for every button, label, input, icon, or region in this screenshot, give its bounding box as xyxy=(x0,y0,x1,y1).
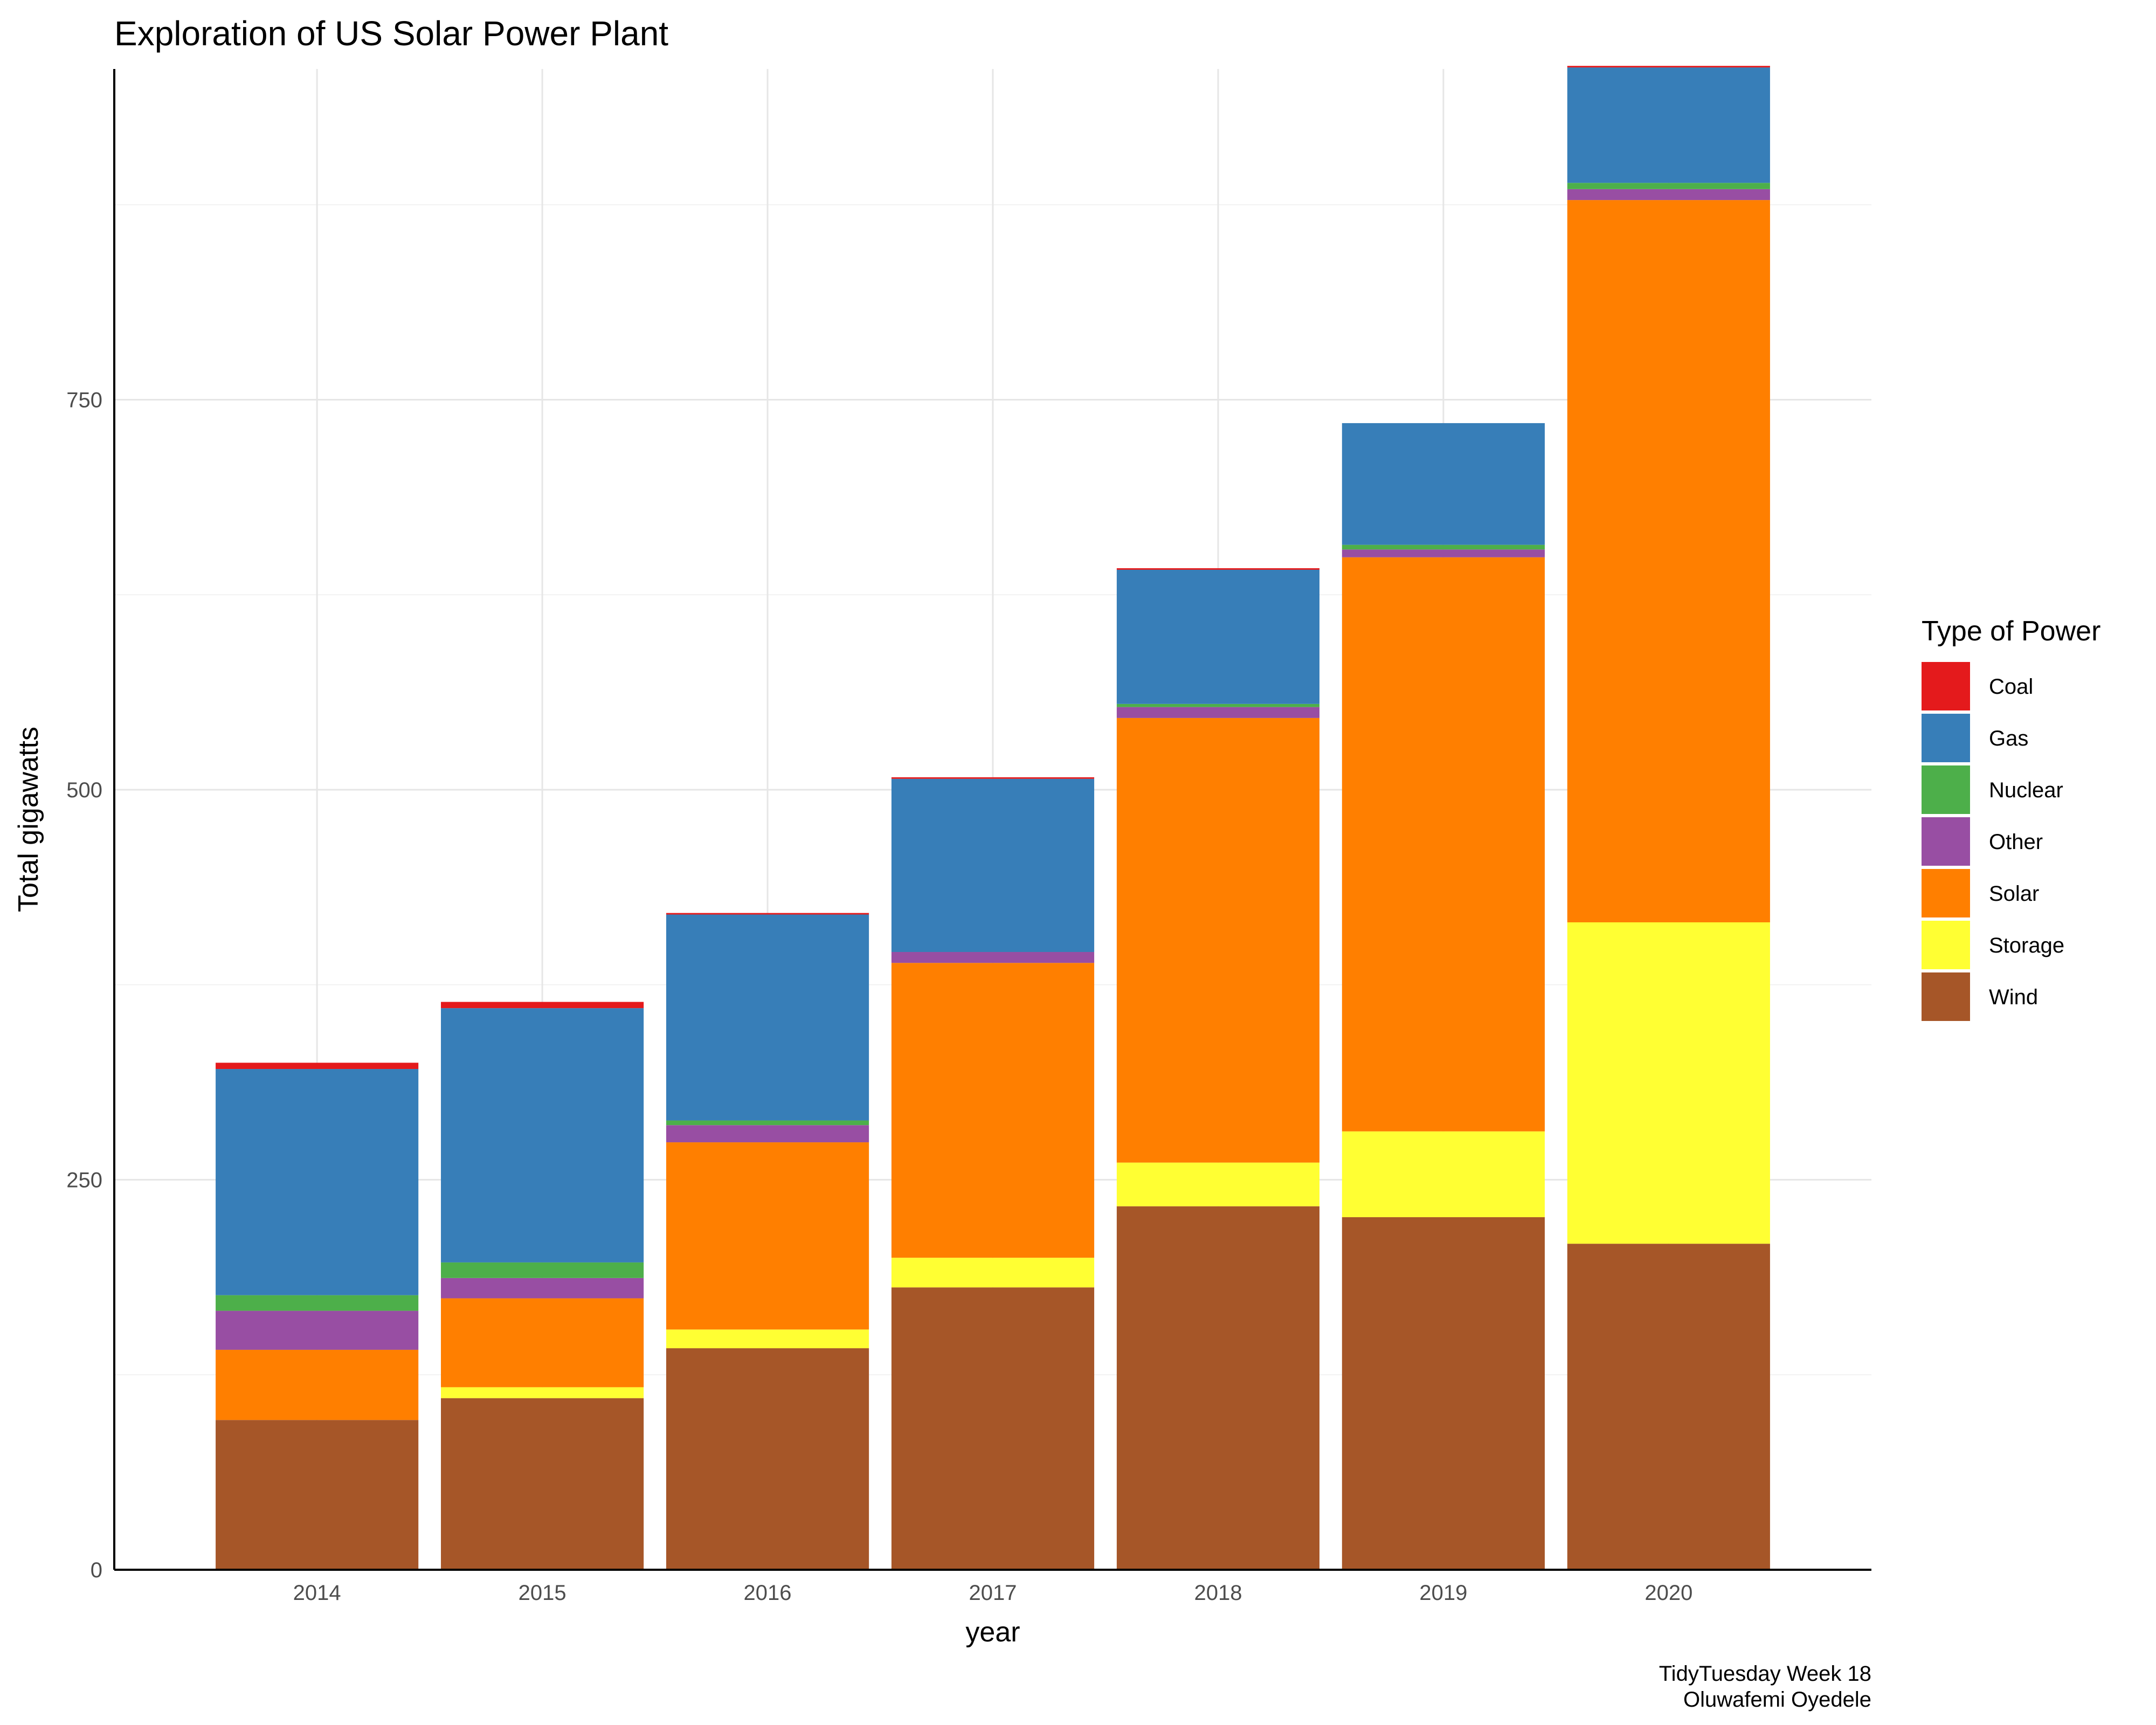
legend-item-gas: Gas xyxy=(1922,714,2028,762)
bar-segment-wind-2018 xyxy=(1116,1206,1320,1570)
bar-segment-nuclear-2018 xyxy=(1116,703,1320,707)
x-tick-label: 2016 xyxy=(744,1581,792,1605)
bar-stack-2018 xyxy=(1116,568,1320,1570)
bar-segment-gas-2018 xyxy=(1116,569,1320,704)
y-tick-label: 0 xyxy=(91,1558,102,1582)
bar-segment-other-2018 xyxy=(1116,707,1320,718)
x-axis-title: year xyxy=(965,1617,1020,1648)
chart-title: Exploration of US Solar Power Plant xyxy=(114,14,668,53)
x-tick-label: 2018 xyxy=(1194,1581,1242,1605)
legend-label-coal: Coal xyxy=(1989,675,2033,699)
bar-segment-wind-2019 xyxy=(1342,1217,1545,1570)
bar-segment-gas-2020 xyxy=(1567,67,1770,183)
bar-segment-other-2019 xyxy=(1342,549,1545,557)
bar-segment-coal-2016 xyxy=(666,913,869,915)
bar-segment-gas-2016 xyxy=(666,914,869,1121)
y-tick-label: 500 xyxy=(66,778,102,802)
bar-stack-2017 xyxy=(891,777,1095,1570)
bar-segment-nuclear-2016 xyxy=(666,1120,869,1126)
legend-label-nuclear: Nuclear xyxy=(1989,778,2063,802)
bar-segment-other-2015 xyxy=(441,1278,644,1299)
x-tick-label: 2019 xyxy=(1419,1581,1467,1605)
bar-segment-storage-2019 xyxy=(1342,1131,1545,1217)
y-tick-label: 750 xyxy=(66,389,102,412)
bar-segment-nuclear-2015 xyxy=(441,1262,644,1278)
x-tick-label: 2020 xyxy=(1644,1581,1692,1605)
bar-segment-storage-2016 xyxy=(666,1329,869,1349)
legend-swatch-other xyxy=(1922,817,1970,866)
bar-segment-other-2017 xyxy=(891,951,1095,963)
x-tick-label: 2014 xyxy=(293,1581,341,1605)
bar-stack-2016 xyxy=(666,913,869,1570)
bars xyxy=(216,66,1770,1570)
legend-swatch-wind xyxy=(1922,972,1970,1021)
bar-segment-solar-2020 xyxy=(1567,200,1770,923)
bar-stack-2014 xyxy=(216,1062,419,1570)
bar-segment-storage-2015 xyxy=(441,1387,644,1398)
bar-segment-coal-2017 xyxy=(891,777,1095,779)
bar-segment-solar-2016 xyxy=(666,1142,869,1330)
bar-segment-storage-2020 xyxy=(1567,922,1770,1244)
bar-segment-coal-2020 xyxy=(1567,66,1770,68)
legend-item-storage: Storage xyxy=(1922,921,2064,969)
bar-segment-wind-2016 xyxy=(666,1348,869,1570)
legend-swatch-solar xyxy=(1922,869,1970,917)
bar-stack-2015 xyxy=(441,1002,644,1570)
bar-segment-other-2014 xyxy=(216,1310,419,1350)
bar-segment-gas-2014 xyxy=(216,1069,419,1295)
legend-item-solar: Solar xyxy=(1922,869,2039,917)
caption-line-2: Oluwafemi Oyedele xyxy=(1683,1688,1871,1712)
legend-label-solar: Solar xyxy=(1989,882,2039,906)
x-tick-labels: 2014 2015 2016 2017 2018 2019 2020 xyxy=(293,1581,1693,1605)
legend: Coal Gas Nuclear Other Solar Storage Wind xyxy=(1922,662,2064,1021)
legend-swatch-nuclear xyxy=(1922,765,1970,814)
legend-swatch-gas xyxy=(1922,714,1970,762)
legend-label-gas: Gas xyxy=(1989,727,2028,750)
bar-segment-solar-2019 xyxy=(1342,557,1545,1131)
bar-segment-coal-2018 xyxy=(1116,568,1320,570)
caption-line-1: TidyTuesday Week 18 xyxy=(1659,1662,1871,1686)
bar-segment-solar-2015 xyxy=(441,1298,644,1388)
bar-segment-solar-2014 xyxy=(216,1349,419,1420)
bar-segment-storage-2018 xyxy=(1116,1162,1320,1206)
legend-item-coal: Coal xyxy=(1922,662,2033,710)
bar-segment-gas-2017 xyxy=(891,778,1095,952)
bar-segment-solar-2018 xyxy=(1116,717,1320,1163)
bar-segment-other-2016 xyxy=(666,1125,869,1143)
y-axis-title: Total gigawatts xyxy=(13,727,44,912)
bar-segment-wind-2017 xyxy=(891,1287,1095,1570)
y-tick-label: 250 xyxy=(66,1169,102,1192)
bar-stack-2019 xyxy=(1342,423,1545,1570)
legend-item-other: Other xyxy=(1922,817,2043,866)
legend-swatch-storage xyxy=(1922,921,1970,969)
legend-item-wind: Wind xyxy=(1922,972,2038,1021)
legend-label-other: Other xyxy=(1989,830,2043,854)
bar-segment-coal-2014 xyxy=(216,1062,419,1070)
legend-swatch-coal xyxy=(1922,662,1970,710)
bar-segment-wind-2015 xyxy=(441,1398,644,1570)
legend-title: Type of Power xyxy=(1922,616,2100,647)
y-tick-labels: 0 250 500 750 xyxy=(66,389,102,1582)
bar-stack-2020 xyxy=(1567,66,1770,1570)
bar-segment-nuclear-2020 xyxy=(1567,183,1770,189)
axes xyxy=(113,69,1871,1571)
x-tick-label: 2017 xyxy=(969,1581,1017,1605)
legend-label-storage: Storage xyxy=(1989,934,2064,957)
legend-item-nuclear: Nuclear xyxy=(1922,765,2063,814)
bar-segment-nuclear-2019 xyxy=(1342,544,1545,550)
bar-segment-coal-2015 xyxy=(441,1002,644,1009)
bar-segment-solar-2017 xyxy=(891,963,1095,1258)
bar-segment-gas-2015 xyxy=(441,1008,644,1262)
bar-segment-other-2020 xyxy=(1567,189,1770,201)
bar-segment-nuclear-2014 xyxy=(216,1295,419,1311)
bar-segment-wind-2014 xyxy=(216,1420,419,1570)
bar-segment-storage-2017 xyxy=(891,1258,1095,1288)
bar-segment-wind-2020 xyxy=(1567,1244,1770,1570)
bar-segment-gas-2019 xyxy=(1342,423,1545,545)
legend-label-wind: Wind xyxy=(1989,985,2038,1009)
x-tick-label: 2015 xyxy=(519,1581,566,1605)
